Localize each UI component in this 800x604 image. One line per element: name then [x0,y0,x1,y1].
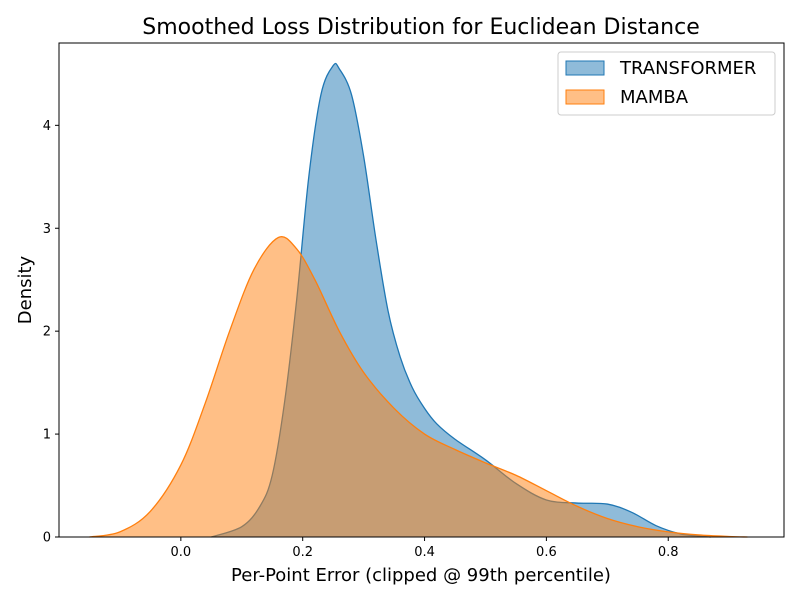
x-tick-label: 0.2 [292,545,313,560]
series-line-mamba [89,236,748,538]
legend-frame [557,51,776,116]
series-area-mamba [89,236,748,538]
x-axis: 0.0 0.2 0.4 0.6 0.8 [171,537,679,560]
chart-title: Smoothed Loss Distribution for Euclidean… [142,15,700,40]
legend-swatch-mamba [565,89,605,105]
legend-label-transformer: TRANSFORMER [619,58,756,79]
plot-area-frame [58,42,785,538]
x-tick-label: 0.6 [536,545,557,560]
legend: TRANSFORMER MAMBA [557,51,776,116]
x-tick-label: 0.8 [658,545,679,560]
y-tick-label: 0 [43,531,51,546]
y-tick-label: 1 [43,428,51,443]
legend-swatch-transformer [565,60,605,76]
y-tick-label: 2 [43,325,51,340]
x-tick-label: 0.4 [414,545,435,560]
y-axis: 0 1 2 3 4 [43,119,59,546]
x-axis-label: Per-Point Error (clipped @ 99th percenti… [231,565,611,586]
y-tick-label: 3 [43,222,51,237]
y-axis-label: Density [15,255,36,324]
series-layer [89,62,748,538]
x-tick-label: 0.0 [171,545,192,560]
legend-label-mamba: MAMBA [620,87,689,108]
y-tick-label: 4 [43,119,51,134]
